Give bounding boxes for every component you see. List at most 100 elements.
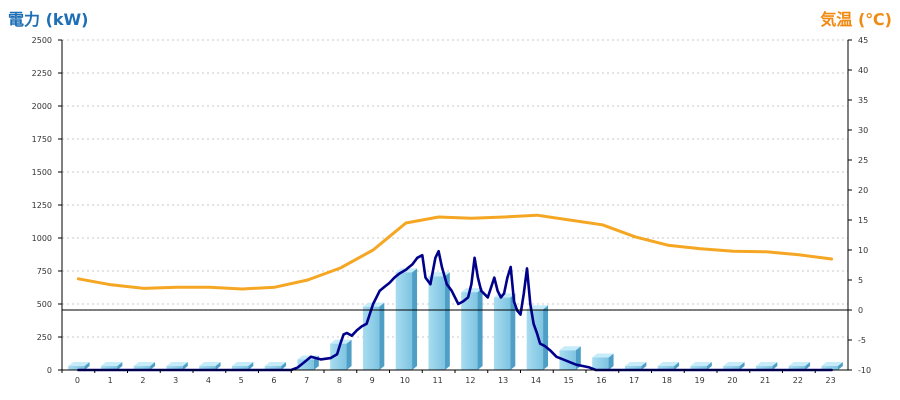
x-tick-label: 12 — [465, 376, 475, 385]
x-tick-label: 9 — [370, 376, 375, 385]
right-tick-label: 45 — [858, 36, 868, 45]
bar — [723, 362, 745, 370]
x-tick-label: 19 — [695, 376, 705, 385]
left-tick-label: 750 — [37, 267, 52, 276]
bar-side — [182, 362, 188, 370]
bar-top — [199, 362, 221, 367]
x-tick-label: 20 — [727, 376, 737, 385]
x-tick-label: 17 — [629, 376, 639, 385]
gridlines — [62, 39, 848, 338]
x-tick-label: 18 — [662, 376, 672, 385]
x-tick-label: 1 — [108, 376, 113, 385]
bar-top — [264, 362, 287, 367]
bar — [755, 362, 778, 370]
left-tick-label: 2000 — [32, 102, 52, 111]
x-tick-label: 11 — [433, 376, 443, 385]
bar — [657, 362, 680, 370]
bar-side — [150, 362, 156, 370]
bar-front — [690, 366, 707, 370]
bar-front — [199, 366, 216, 370]
x-tick-label: 10 — [400, 376, 410, 385]
bar — [624, 362, 647, 370]
tick-labels: 02505007501000125015001750200022502500-1… — [32, 36, 871, 385]
bar — [166, 362, 188, 370]
x-tick-label: 2 — [140, 376, 145, 385]
bar — [788, 362, 811, 370]
left-tick-label: 1500 — [32, 168, 52, 177]
temperature-line — [76, 213, 834, 291]
bar — [100, 362, 123, 370]
bar-side — [837, 362, 843, 370]
bar-side — [674, 362, 680, 370]
bar-front — [428, 276, 445, 370]
axes — [58, 39, 852, 373]
bar-front — [788, 366, 806, 370]
bar-front — [297, 359, 314, 370]
bar-front — [100, 366, 118, 370]
bar-side — [608, 353, 614, 370]
bar-side — [84, 362, 90, 370]
bar-top — [133, 362, 156, 367]
x-tick-label: 5 — [239, 376, 244, 385]
bar — [526, 305, 549, 370]
left-tick-label: 2500 — [32, 36, 52, 45]
bar-side — [444, 272, 450, 370]
bar — [133, 362, 156, 370]
left-tick-label: 500 — [37, 300, 52, 309]
bar-top — [690, 362, 712, 367]
bar-side — [346, 339, 352, 370]
right-tick-label: 25 — [858, 156, 868, 165]
x-tick-label: 22 — [793, 376, 803, 385]
x-tick-label: 7 — [304, 376, 309, 385]
bar-side — [379, 302, 385, 370]
left-tick-label: 0 — [47, 366, 52, 375]
bar-front — [330, 343, 347, 370]
bar-side — [739, 362, 745, 370]
x-tick-label: 23 — [826, 376, 836, 385]
bar-top — [68, 362, 90, 367]
bar-side — [117, 362, 123, 370]
bar — [428, 272, 450, 370]
bar-front — [723, 366, 740, 370]
right-tick-label: 15 — [858, 216, 868, 225]
right-tick-label: 5 — [858, 276, 863, 285]
bar-top — [755, 362, 778, 367]
power-bars — [68, 268, 843, 370]
bar — [330, 339, 352, 370]
bar-front — [395, 272, 413, 370]
bar-side — [543, 305, 549, 370]
bar-side — [510, 293, 516, 370]
bar-top — [461, 288, 483, 293]
bar — [199, 362, 221, 370]
right-tick-label: 30 — [858, 126, 868, 135]
bar-top — [624, 362, 647, 367]
bar-front — [624, 366, 642, 370]
bar-side — [477, 288, 483, 370]
x-tick-label: 15 — [564, 376, 574, 385]
bar-front — [821, 366, 838, 370]
right-tick-label: -5 — [858, 336, 866, 345]
bar-side — [248, 362, 254, 370]
bar — [68, 362, 90, 370]
bar-front — [264, 366, 282, 370]
bar-side — [805, 362, 811, 370]
right-axis-title: 気温 (℃) — [820, 10, 892, 29]
bar-front — [231, 366, 249, 370]
x-tick-label: 0 — [75, 376, 80, 385]
bar — [395, 268, 418, 370]
bar-top — [592, 353, 614, 358]
left-tick-label: 1000 — [32, 234, 52, 243]
x-tick-label: 14 — [531, 376, 541, 385]
bar-top — [788, 362, 811, 367]
x-tick-label: 8 — [337, 376, 342, 385]
left-tick-label: 1250 — [32, 201, 52, 210]
right-tick-label: 40 — [858, 66, 868, 75]
bar-top — [100, 362, 123, 367]
left-tick-label: 1750 — [32, 135, 52, 144]
bar-front — [461, 292, 478, 370]
bar-side — [641, 362, 647, 370]
bar — [592, 353, 614, 370]
bar-front — [493, 297, 511, 370]
bar-side — [281, 362, 287, 370]
